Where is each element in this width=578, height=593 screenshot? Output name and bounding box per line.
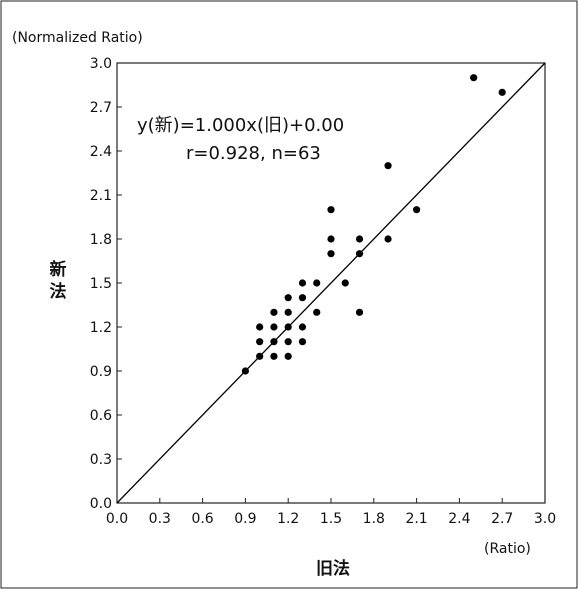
data-point <box>384 162 392 170</box>
x-tick-label: 0.3 <box>149 511 171 527</box>
x-tick-label: 1.8 <box>363 511 385 527</box>
data-point <box>284 294 292 302</box>
data-point <box>298 323 307 331</box>
data-point <box>327 206 335 214</box>
data-point <box>270 308 278 316</box>
data-point <box>327 250 335 258</box>
data-point <box>355 235 364 243</box>
data-point <box>355 250 364 258</box>
data-points <box>241 74 506 375</box>
data-point <box>270 323 278 331</box>
data-point <box>284 352 292 360</box>
data-point <box>284 308 292 316</box>
y-tick-label: 3.0 <box>90 56 112 72</box>
y-tick-label: 0.6 <box>90 408 112 424</box>
regression-equation: y(新)=1.000x(旧)+0.00 <box>137 115 344 136</box>
y-tick-label: 2.4 <box>90 144 112 160</box>
x-tick-label: 3.0 <box>534 511 556 527</box>
data-point <box>241 367 249 375</box>
data-point <box>470 74 478 82</box>
data-point <box>270 352 278 360</box>
y-tick-label: 0.9 <box>90 364 112 380</box>
y-axis-title: 新法 <box>50 259 67 302</box>
y-tick-label: 0.0 <box>90 496 112 512</box>
data-point <box>298 294 307 302</box>
x-unit-label: (Ratio) <box>484 541 531 557</box>
x-tick-label: 0.0 <box>106 511 128 527</box>
y-tick-label: 2.7 <box>90 100 112 116</box>
y-tick-label: 2.1 <box>90 188 112 204</box>
data-point <box>256 338 264 346</box>
regression-stats: r=0.928, n=63 <box>186 143 321 164</box>
data-point <box>384 235 392 243</box>
x-tick-label: 1.5 <box>320 511 342 527</box>
data-point <box>256 323 264 331</box>
data-point <box>298 338 307 346</box>
y-tick-label: 1.5 <box>90 276 112 292</box>
axis-tick-labels: 0.0 0.3 0.6 0.9 1.2 1.5 1.8 2.1 2.4 2.7 3.0 0.0 0.3 0… <box>90 56 556 527</box>
regression-line <box>116 62 546 504</box>
x-tick-label: 2.1 <box>405 511 427 527</box>
data-point <box>270 338 278 346</box>
data-point <box>284 338 292 346</box>
data-point <box>355 308 364 316</box>
data-point <box>327 235 335 243</box>
data-point <box>498 88 506 96</box>
data-point <box>256 352 264 360</box>
data-point <box>298 279 307 287</box>
y-tick-label: 0.3 <box>90 452 112 468</box>
x-tick-label: 2.7 <box>491 511 513 527</box>
y-tick-label: 1.8 <box>90 232 112 248</box>
data-point <box>341 279 349 287</box>
x-axis-title: 旧法 <box>316 558 350 579</box>
y-unit-label: (Normalized Ratio) <box>12 30 143 46</box>
data-point <box>284 323 292 331</box>
data-point <box>313 308 321 316</box>
data-point <box>313 279 321 287</box>
x-tick-label: 2.4 <box>448 511 470 527</box>
x-tick-label: 1.2 <box>277 511 299 527</box>
x-tick-label: 0.6 <box>191 511 213 527</box>
data-point <box>413 206 421 214</box>
y-tick-label: 1.2 <box>90 320 112 336</box>
x-tick-label: 0.9 <box>234 511 256 527</box>
